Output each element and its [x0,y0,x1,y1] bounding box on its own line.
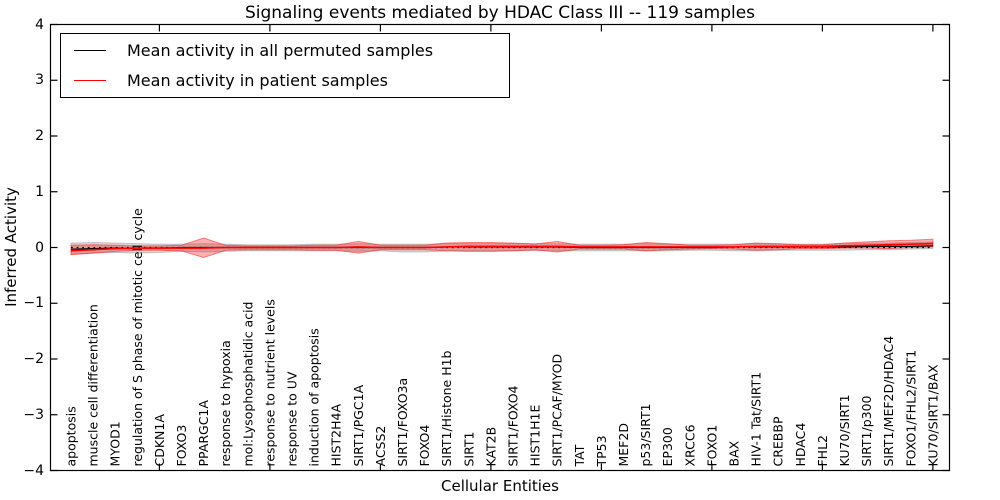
x-category-label: FOXO1 [704,425,719,467]
x-category-label: PPARGC1A [196,400,211,467]
x-category-label: TP53 [594,435,609,467]
y-tick-label: −4 [23,462,44,479]
y-tick-label: 2 [35,128,44,144]
y-tick-label: 1 [35,183,44,200]
x-category-label: EP300 [660,427,675,466]
legend: Mean activity in all permuted samples Me… [60,33,510,98]
x-axis-label: Cellular Entities [441,477,559,495]
x-category-label: ACSS2 [373,426,388,467]
x-category-label: FOXO4 [417,425,432,467]
x-category-label: SIRT1/MEF2D/HDAC4 [881,336,896,467]
x-category-label: HIST2H4A [329,404,344,467]
x-category-label: CDKN1A [152,414,167,467]
x-category-label: MYOD1 [108,421,123,466]
x-category-label: KU70/SIRT1 [837,394,852,466]
x-category-label: KU70/SIRT1/BAX [925,364,940,466]
patient-mean-line [70,242,933,252]
permuted-line-sample [74,50,106,51]
patient-samples-spread-band [70,237,934,259]
x-category-label: SIRT1/FOXO4 [506,385,521,466]
y-tick-label: 3 [35,72,44,89]
x-category-label: BAX [727,440,742,466]
x-category-label: SIRT1/PCAF/MYOD [550,354,565,467]
y-tick-label: 0 [35,239,44,256]
x-category-label: HDAC4 [793,423,808,467]
x-category-label: p53/SIRT1 [638,403,653,466]
x-category-label: SIRT1/PGC1A [351,384,366,466]
x-category-label: response to nutrient levels [262,299,277,466]
x-category-label: TAT [572,444,587,467]
legend-entry-patient: Mean activity in patient samples [61,67,509,94]
x-category-label: XRCC6 [682,424,697,466]
y-tick-label: −1 [23,295,44,312]
x-category-label: response to UV [285,371,300,466]
x-category-label: MEF2D [616,423,631,466]
y-tick-label: 4 [35,16,44,33]
x-category-label: regulation of S phase of mitotic cell cy… [130,208,145,467]
x-category-label: KAT2B [483,427,498,467]
x-category-label: FHL2 [815,435,830,467]
x-category-label: SIRT1 [461,432,476,467]
x-category-label: HIV-1 Tat/SIRT1 [749,372,764,467]
x-category-label: SIRT1/Histone H1b [439,350,454,466]
legend-label: Mean activity in patient samples [127,70,388,90]
legend-entry-permuted: Mean activity in all permuted samples [61,37,509,64]
chart-title: Signaling events mediated by HDAC Class … [244,3,756,23]
x-category-label: HIST1H1E [528,405,543,467]
permuted-samples-spread-band [70,241,934,255]
x-category-label: mol:Lysophosphatidic acid [240,302,255,467]
x-category-label: apoptosis [64,406,79,466]
x-category-label: response to hypoxia [218,340,233,466]
x-category-label: muscle cell differentiation [86,304,101,466]
y-tick-label: −3 [23,406,44,423]
x-category-label: FOXO3 [174,425,189,467]
x-category-label: SIRT1/FOXO3a [395,378,410,467]
x-category-label: induction of apoptosis [307,328,322,466]
legend-label: Mean activity in all permuted samples [127,40,434,60]
patient-line-sample [74,80,106,81]
x-category-label: FOXO1/FHL2/SIRT1 [903,350,918,467]
x-category-label: SIRT1/p300 [859,395,874,466]
x-category-label: CREBBP [771,416,786,466]
y-tick-label: −2 [23,351,44,367]
